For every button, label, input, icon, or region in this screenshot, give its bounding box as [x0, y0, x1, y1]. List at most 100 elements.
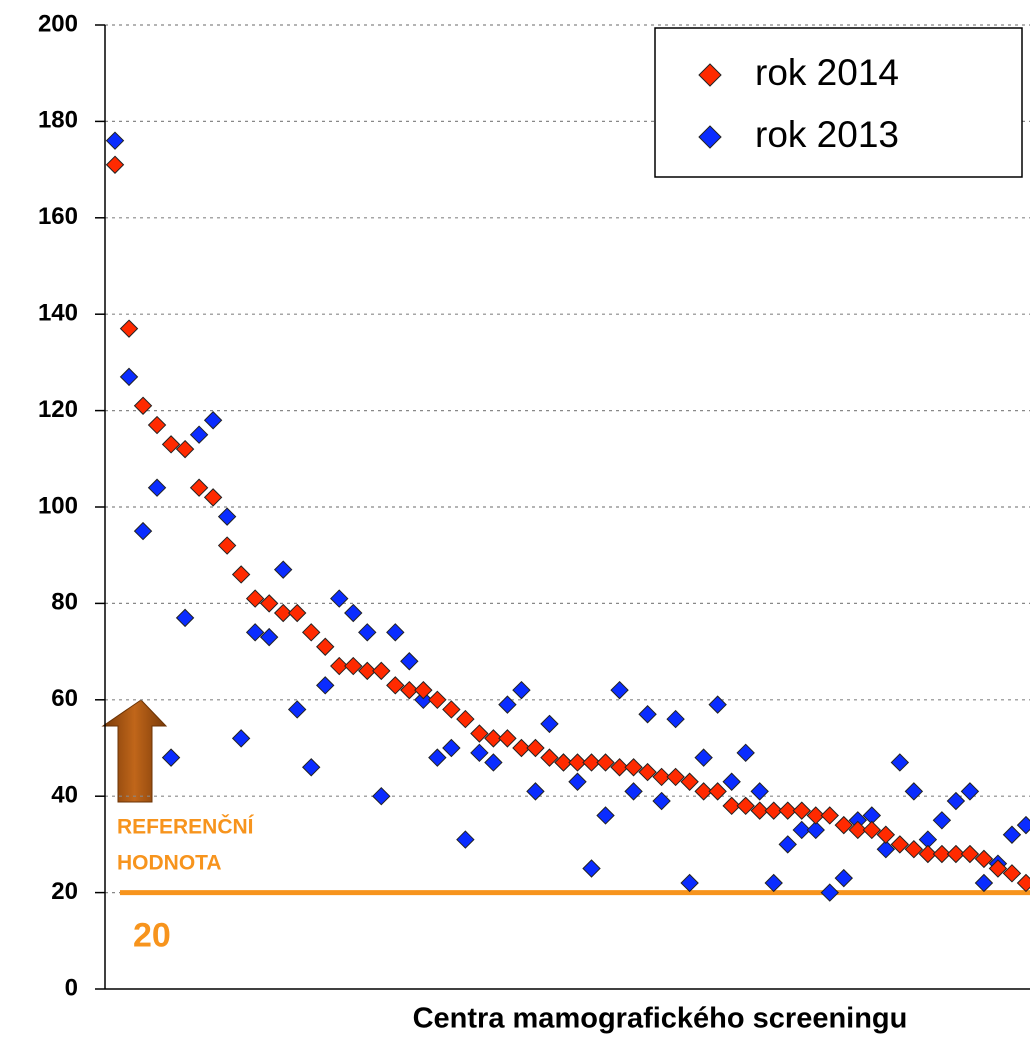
point: [512, 680, 531, 700]
point: [1002, 864, 1022, 883]
point: [147, 415, 167, 435]
point: [638, 762, 657, 782]
point: [372, 661, 391, 681]
point: [890, 753, 910, 772]
point: [147, 478, 167, 497]
point: [932, 844, 952, 864]
point: [736, 743, 755, 763]
point: [666, 767, 685, 787]
point: [694, 782, 713, 801]
point: [568, 772, 587, 791]
point: [1016, 815, 1030, 835]
point: [259, 627, 279, 647]
point: [470, 724, 489, 743]
point: [820, 883, 839, 902]
point: [974, 873, 994, 893]
point: [904, 840, 924, 859]
point: [512, 738, 531, 758]
point: [750, 801, 769, 820]
point: [217, 536, 237, 555]
point: [316, 676, 335, 695]
point: [778, 835, 797, 854]
point: [344, 603, 363, 623]
point: [624, 782, 643, 801]
y-tick-label: 200: [38, 10, 78, 37]
point: [133, 521, 153, 541]
point: [526, 782, 545, 801]
point: [400, 680, 419, 700]
point: [203, 488, 223, 507]
point: [540, 748, 559, 767]
point: [372, 786, 391, 806]
point: [358, 623, 377, 642]
point: [806, 806, 825, 825]
point: [652, 767, 671, 787]
point: [316, 637, 335, 656]
point: [287, 700, 307, 719]
point: [344, 656, 363, 676]
point: [638, 705, 657, 724]
y-tick-label: 100: [38, 492, 78, 519]
point: [259, 594, 279, 613]
point: [203, 411, 223, 430]
point: [848, 820, 868, 840]
point: [610, 680, 629, 700]
point: [694, 748, 713, 767]
point: [428, 748, 447, 767]
point: [456, 830, 475, 849]
reference-text: HODNOTA: [117, 852, 222, 875]
point: [428, 690, 447, 710]
point: [722, 772, 741, 791]
y-tick-label: 0: [65, 974, 78, 1001]
point: [526, 738, 545, 758]
point: [540, 714, 559, 734]
point: [834, 815, 853, 835]
point: [386, 623, 405, 642]
point: [133, 396, 153, 415]
point: [245, 623, 265, 642]
point: [582, 859, 601, 878]
point: [554, 753, 573, 772]
point: [946, 844, 966, 864]
y-tick-label: 40: [51, 782, 78, 809]
point: [834, 868, 853, 888]
point: [456, 709, 475, 729]
legend-marker: [698, 125, 722, 149]
point: [862, 820, 882, 840]
point: [596, 753, 615, 772]
point: [1016, 873, 1030, 893]
legend-marker: [698, 63, 722, 87]
point: [596, 806, 615, 825]
point: [273, 603, 293, 623]
point: [217, 507, 237, 526]
reference-text: REFERENČNÍ: [117, 815, 255, 839]
point: [245, 589, 265, 608]
point: [189, 478, 209, 497]
point: [960, 782, 980, 801]
point: [778, 801, 797, 820]
point: [358, 661, 377, 681]
point: [806, 820, 825, 840]
point: [680, 772, 699, 791]
legend-box: [654, 27, 1023, 178]
y-tick-label: 120: [38, 396, 78, 423]
point: [386, 676, 405, 695]
point: [666, 709, 685, 729]
point: [792, 820, 811, 840]
point: [568, 753, 587, 772]
point: [175, 608, 195, 628]
point: [484, 729, 503, 748]
y-tick-label: 160: [38, 203, 78, 230]
y-tick-label: 140: [38, 300, 78, 327]
point: [624, 758, 643, 777]
point: [442, 738, 461, 758]
point: [231, 565, 251, 584]
point: [764, 873, 783, 893]
point: [722, 796, 741, 816]
point: [161, 435, 181, 454]
point: [764, 801, 783, 820]
point: [918, 844, 938, 864]
point: [736, 796, 755, 816]
